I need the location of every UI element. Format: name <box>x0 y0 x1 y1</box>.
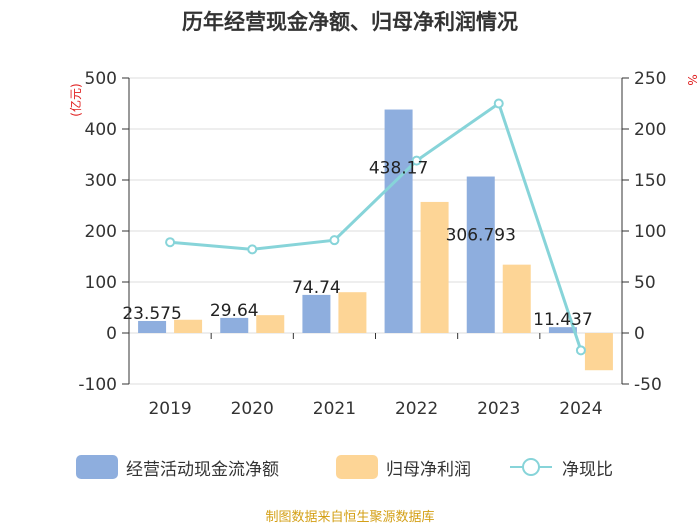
data-label-cashflow: 23.575 <box>122 304 181 324</box>
legend-label-ratio: 净现比 <box>562 459 613 480</box>
bar-cashflow <box>548 327 577 333</box>
source-note: 制图数据来自恒生聚源数据库 <box>265 510 435 525</box>
legend-label-cashflow: 经营活动现金流净额 <box>126 459 279 480</box>
bar-cashflow <box>466 176 495 333</box>
left-axis-tick-label: -100 <box>78 375 117 395</box>
x-axis-tick-label: 2021 <box>313 399 356 419</box>
bar-net-profit <box>502 264 531 333</box>
ratio-point <box>329 235 340 246</box>
left-axis-tick-label: 300 <box>85 171 117 191</box>
ratio-line <box>165 98 586 356</box>
axes: -1000100200300400500(亿元)-500501001502002… <box>68 69 699 419</box>
legend-label-net-profit: 归母净利润 <box>386 459 471 480</box>
bar-cashflow <box>384 109 413 334</box>
bars <box>138 109 613 371</box>
legend-item-ratio[interactable]: 净现比 <box>508 454 613 480</box>
ratio-point <box>411 155 422 166</box>
bar-net-profit <box>420 201 449 333</box>
right-axis-tick-label: 0 <box>634 324 645 344</box>
data-labels: 23.575 29.64 74.74 438.17 306.793 11.437 <box>122 159 592 331</box>
bar-cashflow <box>138 320 167 333</box>
data-label-cashflow: 438.17 <box>369 159 428 179</box>
x-axis-tick-label: 2020 <box>231 399 274 419</box>
legend-item-net-profit[interactable]: 归母净利润 <box>336 454 471 480</box>
x-axis-tick-label: 2023 <box>477 399 520 419</box>
legend-marker-ratio <box>510 458 552 476</box>
legend-swatch-net-profit <box>336 455 378 479</box>
data-label-cashflow: 11.437 <box>533 310 592 330</box>
left-axis-tick-label: 400 <box>85 120 117 140</box>
x-axis-tick-label: 2022 <box>395 399 438 419</box>
left-axis-tick-label: 100 <box>85 273 117 293</box>
x-axis-tick-label: 2024 <box>559 399 602 419</box>
left-axis-tick-label: 0 <box>106 324 117 344</box>
bar-net-profit <box>584 333 613 371</box>
right-axis-tick-label: -50 <box>634 375 662 395</box>
ratio-point <box>165 237 176 248</box>
right-axis-label: % <box>685 74 699 85</box>
bar-net-profit <box>338 292 367 333</box>
left-axis-label: (亿元) <box>68 83 83 116</box>
chart-title: 历年经营现金净额、归母净利润情况 <box>182 10 518 34</box>
ratio-point <box>247 244 258 255</box>
data-label-cashflow: 29.64 <box>210 301 259 321</box>
ratio-point <box>493 98 504 109</box>
legend-item-cashflow[interactable]: 经营活动现金流净额 <box>76 454 279 480</box>
legend-swatch-cashflow <box>76 455 118 479</box>
right-axis-tick-label: 50 <box>634 273 656 293</box>
bar-net-profit <box>256 315 285 333</box>
bar-cashflow <box>302 294 331 333</box>
bar-net-profit <box>174 319 203 333</box>
right-axis-tick-label: 150 <box>634 171 666 191</box>
right-axis-tick-label: 200 <box>634 120 666 140</box>
x-axis-tick-label: 2019 <box>148 399 191 419</box>
data-label-cashflow: 306.793 <box>446 226 516 246</box>
left-axis-tick-label: 200 <box>85 222 117 242</box>
right-axis-tick-label: 250 <box>634 69 666 89</box>
ratio-line-path <box>169 101 583 351</box>
bar-cashflow <box>220 317 249 333</box>
right-axis-tick-label: 100 <box>634 222 666 242</box>
data-label-cashflow: 74.74 <box>292 278 341 298</box>
ratio-point <box>575 345 586 356</box>
left-axis-tick-label: 500 <box>85 69 117 89</box>
